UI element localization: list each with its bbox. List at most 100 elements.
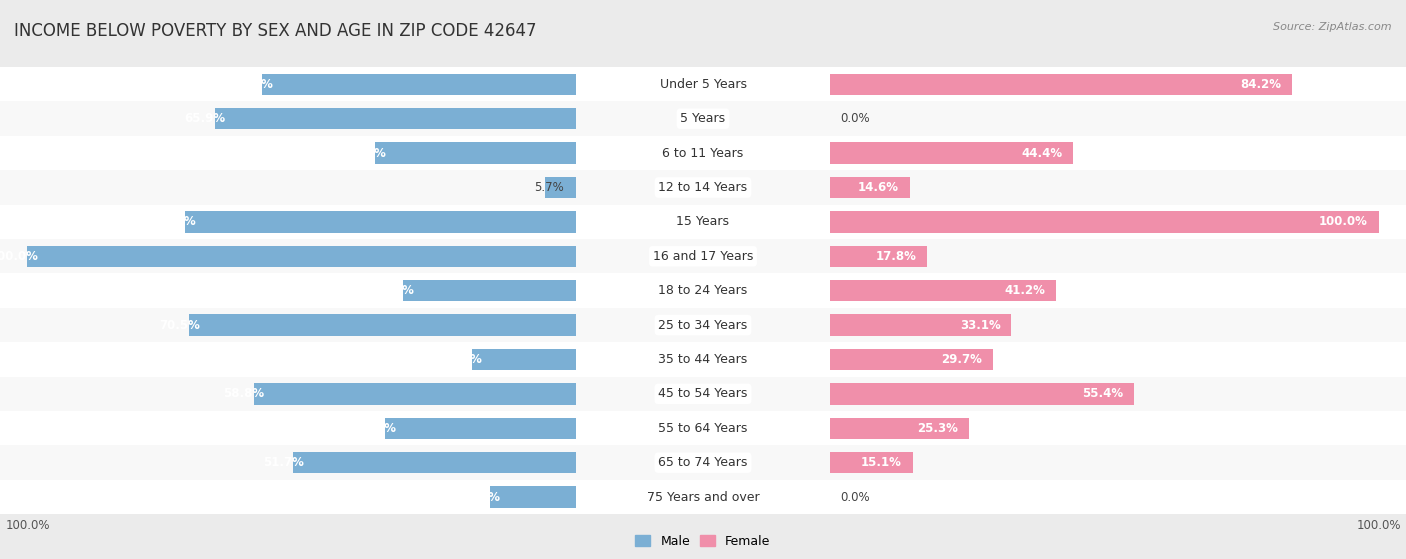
Text: 12 to 14 Years: 12 to 14 Years — [658, 181, 748, 194]
Text: 31.6%: 31.6% — [373, 284, 413, 297]
Text: 70.5%: 70.5% — [159, 319, 200, 331]
Bar — [489, 486, 576, 508]
Text: 58.8%: 58.8% — [224, 387, 264, 400]
Text: Under 5 Years: Under 5 Years — [659, 78, 747, 91]
Text: 6 to 11 Years: 6 to 11 Years — [662, 146, 744, 159]
Bar — [215, 108, 576, 129]
Bar — [472, 349, 576, 370]
Bar — [186, 211, 576, 233]
Bar — [576, 377, 830, 411]
Text: 55 to 64 Years: 55 to 64 Years — [658, 422, 748, 435]
Bar — [830, 480, 1406, 514]
Bar — [576, 239, 830, 273]
Bar — [830, 177, 910, 198]
Bar — [0, 273, 576, 308]
Bar — [830, 383, 1133, 405]
Bar — [0, 342, 576, 377]
Text: 5 Years: 5 Years — [681, 112, 725, 125]
Bar — [0, 411, 576, 446]
Bar — [262, 74, 576, 95]
Text: 15 Years: 15 Years — [676, 215, 730, 229]
Text: 34.8%: 34.8% — [356, 422, 396, 435]
Bar — [830, 170, 1406, 205]
Bar — [830, 280, 1056, 301]
Text: 100.0%: 100.0% — [1319, 215, 1368, 229]
Bar — [0, 102, 576, 136]
Text: 16 and 17 Years: 16 and 17 Years — [652, 250, 754, 263]
Text: 35 to 44 Years: 35 to 44 Years — [658, 353, 748, 366]
Text: 84.2%: 84.2% — [1240, 78, 1281, 91]
Text: 75 Years and over: 75 Years and over — [647, 491, 759, 504]
Bar — [0, 205, 576, 239]
Bar — [830, 314, 1011, 336]
Text: 100.0%: 100.0% — [0, 250, 38, 263]
Text: 0.0%: 0.0% — [841, 112, 870, 125]
Bar — [402, 280, 576, 301]
Bar — [292, 452, 576, 473]
Bar — [830, 418, 969, 439]
Bar — [576, 136, 830, 170]
Text: 36.7%: 36.7% — [344, 146, 385, 159]
Text: 71.2%: 71.2% — [156, 215, 197, 229]
Text: 29.7%: 29.7% — [941, 353, 981, 366]
Bar — [385, 418, 576, 439]
Text: 5.7%: 5.7% — [534, 181, 564, 194]
Bar — [576, 67, 830, 102]
Bar — [0, 170, 576, 205]
Text: 44.4%: 44.4% — [1021, 146, 1063, 159]
Bar — [830, 102, 1406, 136]
Text: 25.3%: 25.3% — [917, 422, 957, 435]
Text: 41.2%: 41.2% — [1004, 284, 1045, 297]
Bar — [375, 143, 576, 164]
Legend: Male, Female: Male, Female — [630, 530, 776, 553]
Bar — [0, 239, 576, 273]
Text: 14.6%: 14.6% — [858, 181, 898, 194]
Text: 33.1%: 33.1% — [960, 319, 1001, 331]
Bar — [0, 377, 576, 411]
Bar — [0, 446, 576, 480]
Bar — [576, 446, 830, 480]
Text: 25 to 34 Years: 25 to 34 Years — [658, 319, 748, 331]
Text: 55.4%: 55.4% — [1081, 387, 1123, 400]
Bar — [576, 342, 830, 377]
Bar — [0, 480, 576, 514]
Text: 18 to 24 Years: 18 to 24 Years — [658, 284, 748, 297]
Bar — [253, 383, 576, 405]
Text: 0.0%: 0.0% — [841, 491, 870, 504]
Bar — [830, 245, 928, 267]
Bar — [28, 245, 576, 267]
Text: 65 to 74 Years: 65 to 74 Years — [658, 456, 748, 469]
Bar — [576, 480, 830, 514]
Bar — [576, 102, 830, 136]
Text: 17.8%: 17.8% — [876, 250, 917, 263]
Text: 57.3%: 57.3% — [232, 78, 273, 91]
Bar — [830, 136, 1406, 170]
Bar — [830, 342, 1406, 377]
Bar — [0, 308, 576, 342]
Text: 51.7%: 51.7% — [263, 456, 304, 469]
Bar — [830, 377, 1406, 411]
Bar — [830, 211, 1378, 233]
Bar — [830, 349, 993, 370]
Text: 15.1%: 15.1% — [860, 456, 901, 469]
Bar — [190, 314, 576, 336]
Bar — [830, 411, 1406, 446]
Bar — [546, 177, 576, 198]
Text: 65.9%: 65.9% — [184, 112, 225, 125]
Bar — [576, 308, 830, 342]
Bar — [830, 67, 1406, 102]
Bar — [830, 308, 1406, 342]
Text: 15.8%: 15.8% — [460, 491, 501, 504]
Bar — [576, 170, 830, 205]
Bar — [0, 67, 576, 102]
Bar — [830, 143, 1073, 164]
Text: INCOME BELOW POVERTY BY SEX AND AGE IN ZIP CODE 42647: INCOME BELOW POVERTY BY SEX AND AGE IN Z… — [14, 22, 537, 40]
Bar — [0, 136, 576, 170]
Bar — [576, 205, 830, 239]
Bar — [830, 446, 1406, 480]
Bar — [576, 411, 830, 446]
Bar — [830, 452, 912, 473]
Bar — [830, 239, 1406, 273]
Text: 45 to 54 Years: 45 to 54 Years — [658, 387, 748, 400]
Bar — [830, 205, 1406, 239]
